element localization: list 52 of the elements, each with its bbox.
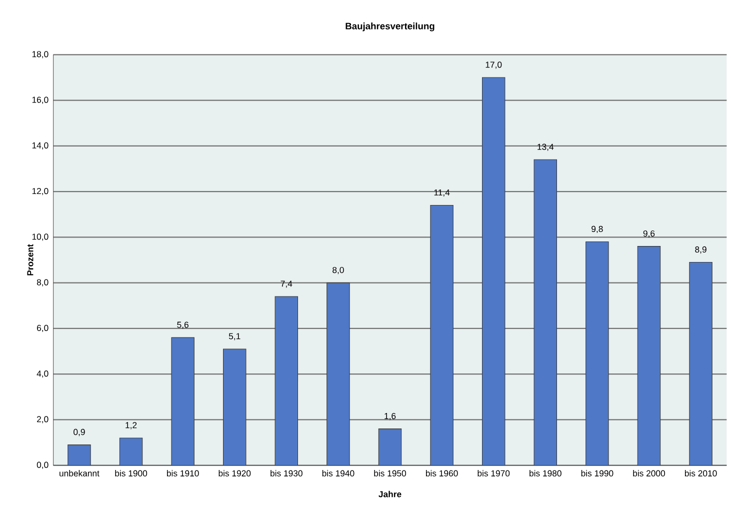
data-label: 8,9 — [695, 246, 706, 254]
x-tick-label: bis 1950 — [374, 470, 406, 476]
y-tick-label: 10,0 — [32, 234, 48, 241]
y-tick-label: 8,0 — [36, 279, 48, 286]
bar — [68, 444, 91, 466]
bar — [430, 204, 454, 466]
data-label: 1,2 — [126, 422, 137, 430]
x-tick-label: bis 1910 — [167, 470, 199, 476]
data-label: 7,4 — [280, 280, 292, 288]
bar — [378, 428, 402, 466]
x-tick-label: bis 2010 — [684, 470, 717, 476]
data-label: 13,4 — [538, 144, 554, 151]
data-label: 0,9 — [74, 428, 85, 436]
x-axis-title: Jahre — [378, 490, 402, 498]
bar — [689, 262, 712, 466]
bar — [534, 159, 557, 466]
x-tick-label: bis 1970 — [478, 470, 510, 476]
x-tick-label: bis 1980 — [530, 470, 562, 476]
y-tick-label: 4,0 — [36, 370, 48, 378]
bar — [637, 246, 661, 466]
y-tick-label: 14,0 — [32, 142, 48, 150]
bar — [586, 241, 609, 466]
data-label: 17,0 — [486, 62, 502, 69]
data-label: 9,8 — [592, 226, 603, 234]
bar — [171, 337, 194, 466]
data-label: 5,1 — [228, 333, 240, 340]
y-tick-label: 2,0 — [37, 416, 48, 424]
y-tick-label: 6,0 — [37, 324, 48, 332]
x-tick-label: bis 1940 — [322, 470, 354, 476]
x-tick-label: bis 1920 — [218, 470, 251, 476]
y-tick-label: 12,0 — [32, 188, 48, 196]
bar — [119, 438, 143, 466]
x-tick-label: bis 1990 — [581, 470, 614, 476]
x-tick-label: bis 1900 — [115, 470, 148, 476]
bar — [274, 296, 298, 466]
x-tick-label: bis 1930 — [270, 470, 302, 476]
data-label: 1,6 — [384, 412, 396, 420]
data-label: 9,6 — [643, 230, 655, 238]
y-tick-label: 16,0 — [32, 96, 48, 104]
x-tick-label: bis 1960 — [426, 470, 458, 476]
y-tick-label: 18,0 — [32, 51, 48, 58]
data-label: 5,6 — [177, 322, 188, 329]
data-label: 8,0 — [332, 266, 344, 274]
y-tick-label: 0,0 — [36, 462, 48, 469]
x-tick-label: unbekannt — [60, 470, 100, 476]
x-tick-label: bis 2000 — [633, 470, 666, 476]
chart-title: Baujahresverteilung — [346, 22, 434, 32]
data-label: 11,4 — [434, 189, 450, 197]
y-axis-title: Prozent — [27, 244, 34, 276]
bar — [326, 282, 350, 466]
bar — [482, 77, 506, 466]
bar — [223, 348, 246, 466]
